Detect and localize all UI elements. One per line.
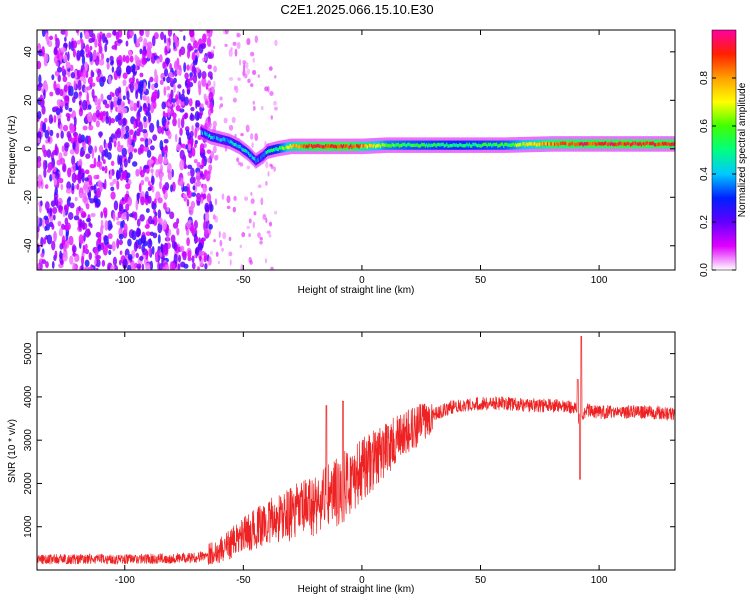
y-tick-label: 0 [23, 146, 34, 152]
colorbar-tick-label: 0.0 [699, 263, 710, 277]
colorbar-tick-label: 0.2 [699, 215, 710, 229]
y-tick-label: 20 [23, 94, 34, 106]
snr-frame [36, 331, 676, 571]
snr-panel: -100 -50 0 50 100 1000 2000 3000 4000 5000 Heigh… [7, 331, 676, 595]
snr-x-label: Height of straight line (km) [298, 584, 415, 595]
y-tick-label: 1000 [23, 515, 34, 538]
colorbar-tick-label: 0.6 [699, 119, 710, 133]
colorbar-tick-label: 0.4 [699, 167, 710, 181]
snr-y-label: SNR (10 * v/v) [7, 419, 18, 483]
spectrogram-x-ticks: -100 -50 0 50 100 [115, 30, 608, 286]
x-tick-label: -100 [115, 575, 135, 586]
x-tick-label: -50 [236, 575, 251, 586]
y-tick-label: 4000 [23, 385, 34, 408]
x-tick-label: 100 [591, 575, 608, 586]
figure-title: C2E1.2025.066.15.10.E30 [280, 2, 433, 17]
spectrogram-panel: -100 -50 0 50 100 -40 -20 0 20 40 Height of stra… [7, 29, 676, 296]
y-tick-label: -20 [23, 190, 34, 205]
spectrogram-heatmap [37, 30, 675, 270]
x-tick-label: -50 [236, 275, 251, 286]
y-tick-label: -40 [23, 238, 34, 253]
snr-series-line [36, 335, 676, 565]
x-tick-label: 50 [475, 275, 487, 286]
colorbar-gradient [711, 29, 737, 271]
y-tick-label: 5000 [23, 342, 34, 365]
colorbar: 0.0 0.2 0.4 0.6 0.8 Normalized spectral ampl… [699, 29, 748, 277]
x-tick-label: 100 [591, 275, 608, 286]
x-tick-label: -100 [115, 275, 135, 286]
y-tick-label: 2000 [23, 472, 34, 495]
spectrogram-y-ticks: -40 -20 0 20 40 [23, 46, 675, 253]
colorbar-label: Normalized spectral amplitude [737, 82, 748, 217]
colorbar-tick-label: 0.8 [699, 71, 710, 85]
snr-x-ticks: -100 -50 0 50 100 [115, 332, 608, 586]
x-tick-label: 50 [475, 575, 487, 586]
y-tick-label: 3000 [23, 429, 34, 452]
spectrogram-x-label: Height of straight line (km) [298, 285, 415, 296]
y-tick-label: 40 [23, 46, 34, 58]
spectrogram-y-label: Frequency (Hz) [7, 116, 18, 185]
x-tick-label: 0 [359, 575, 365, 586]
x-tick-label: 0 [359, 275, 365, 286]
snr-y-ticks: 1000 2000 3000 4000 5000 [23, 342, 675, 538]
spectrogram-frame [36, 29, 676, 271]
colorbar-ticks: 0.0 0.2 0.4 0.6 0.8 [699, 71, 736, 277]
